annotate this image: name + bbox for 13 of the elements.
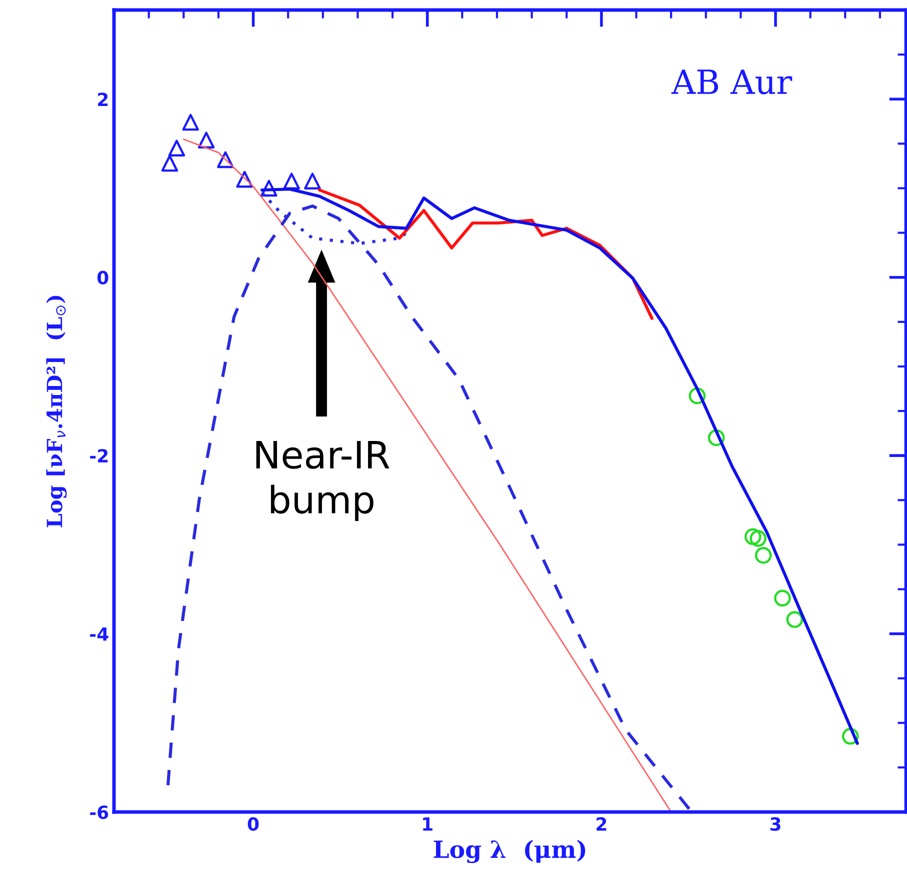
x-tick-label: 0 [248,817,259,831]
x-tick-label: 3 [770,817,780,831]
y-tick-label: -2 [90,449,108,462]
x-tick-label: 1 [423,817,432,831]
x-axis-title: Log λ (μm) [434,840,586,864]
text: AB Aur [671,70,792,94]
y-tick-label: 0 [97,270,108,284]
x-tick-label: 2 [596,817,606,831]
y-tick-label: 2 [98,92,108,106]
y-axis-title: Log [νF$_{ν}$.4πD²] (L$_{⊙}$) [46,296,67,528]
annotation: Near-IR bump [256,441,390,522]
y-tick-label: -4 [90,627,108,641]
y-tick-label: -6 [90,805,108,820]
